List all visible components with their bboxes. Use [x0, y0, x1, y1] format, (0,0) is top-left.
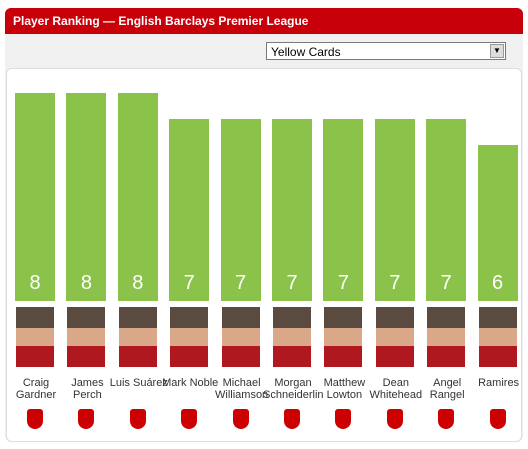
- player-column: 7 Morgan Schneiderlin: [263, 69, 324, 441]
- club-badge: [284, 409, 300, 429]
- value-label: 7: [440, 272, 452, 294]
- bar: 8: [117, 93, 158, 301]
- value-label: 8: [132, 272, 144, 294]
- player-column: 8 Craig Gardner: [10, 69, 62, 441]
- player-column: 8 Luis Suárez: [110, 69, 168, 441]
- value-label: 7: [389, 272, 401, 294]
- player-column: 7 Mark Noble: [162, 69, 218, 441]
- player-photo: [427, 307, 466, 367]
- player-column: 7 Angel Rangel: [421, 69, 473, 441]
- player-photo: [221, 307, 260, 367]
- select-value: Yellow Cards: [271, 45, 341, 59]
- club-badge: [78, 409, 95, 429]
- value-label: 6: [492, 272, 504, 294]
- player-name: Matthew Lowton: [323, 377, 366, 401]
- player-name: James Perch: [71, 377, 104, 401]
- player-photo: [478, 307, 517, 367]
- value-label: 8: [29, 272, 41, 294]
- select-arrow[interactable]: ▼: [490, 44, 504, 58]
- player-photo: [375, 307, 414, 367]
- bar: 7: [169, 119, 210, 301]
- widget: Player Ranking — English Barclays Premie…: [5, 8, 523, 442]
- club-badge: [27, 409, 43, 429]
- player-column: 8 James Perch: [61, 69, 113, 441]
- player-column: 7 Dean Whitehead: [370, 69, 422, 441]
- header-title: Player Ranking — English Barclays Premie…: [5, 8, 523, 34]
- bar: 7: [426, 119, 467, 301]
- club-badge: [129, 409, 146, 429]
- player-photo: [67, 307, 106, 367]
- bar: 8: [15, 93, 55, 301]
- bar: 7: [374, 119, 415, 301]
- player-photo: [16, 307, 54, 367]
- value-label: 7: [235, 272, 247, 294]
- player-name: Dean Whitehead: [369, 377, 423, 401]
- player-name: Michael Williamson: [215, 377, 269, 401]
- player-name: Ramires: [478, 377, 520, 389]
- value-label: 8: [80, 272, 92, 294]
- player-column: 7 Matthew Lowton: [318, 69, 370, 441]
- club-badge: [489, 409, 506, 429]
- club-badge: [232, 409, 249, 429]
- player-column: 6 Ramires: [473, 69, 525, 441]
- bar: 6: [477, 145, 518, 301]
- bar: 8: [66, 93, 107, 301]
- club-badge: [438, 409, 455, 429]
- player-photo: [170, 307, 209, 367]
- player-column: 7 Michael Williamson: [215, 69, 268, 441]
- player-name: Angel Rangel: [429, 377, 465, 401]
- player-photo: [118, 307, 157, 367]
- stat-select[interactable]: Yellow Cards ▼: [266, 42, 506, 60]
- bar: 7: [272, 119, 312, 301]
- club-badge: [386, 409, 403, 429]
- value-label: 7: [183, 272, 195, 294]
- player-photo: [273, 307, 311, 367]
- club-badge: [181, 409, 198, 429]
- player-name: Morgan Schneiderlin: [263, 377, 324, 401]
- club-badge: [335, 409, 352, 429]
- player-photo: [324, 307, 363, 367]
- value-label: 7: [337, 272, 349, 294]
- chart-panel: 8 Craig Gardner 8 James Perch 8 Luis Suárez 7 M…: [6, 68, 522, 442]
- player-name: Mark Noble: [162, 377, 219, 389]
- bar: 7: [323, 119, 364, 301]
- bar: 7: [220, 119, 261, 301]
- player-name: Craig Gardner: [15, 377, 57, 401]
- player-name: Luis Suárez: [109, 377, 168, 389]
- value-label: 7: [286, 272, 298, 294]
